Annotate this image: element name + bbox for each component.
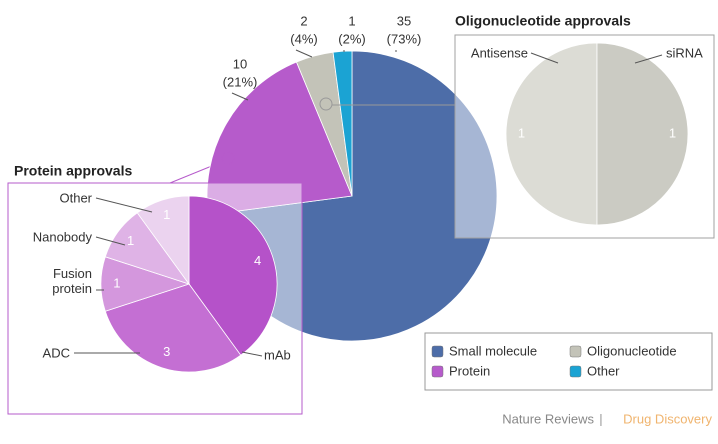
pie-slice [505,42,598,226]
value-label: 2 [300,13,307,28]
value-label: 10 [233,56,247,71]
legend-label: Protein [449,363,490,378]
pie-slice [104,283,242,373]
legend-label: Small molecule [449,343,537,358]
value-label: 3 [163,344,170,359]
category-label: Antisense [470,45,528,61]
category-label: Fusion protein [52,266,92,296]
leader-line [231,92,249,101]
legend-swatch [569,365,582,378]
pie-slice [596,42,689,226]
value-label: 1 [127,233,134,248]
legend-swatch [431,365,444,378]
legend-label: Other [587,363,620,378]
pie-slice [188,195,278,356]
percent-label: (4%) [290,31,317,46]
leader-line [95,197,153,213]
legend-label: Oligonucleotide [587,343,677,358]
marker [221,151,235,165]
pie-slice [332,50,353,197]
percent-label: (2%) [338,31,365,46]
value-label: 1 [163,207,170,222]
value-label: 1 [113,275,120,290]
category-label: ADC [42,345,70,361]
chart-title: Protein approvals [14,163,132,179]
pie-slice [136,195,190,286]
leader-line [530,52,559,64]
footer-section: Drug Discovery [623,411,712,426]
chart-title: Oligonucleotide approvals [455,13,631,29]
value-label: 1 [669,125,676,140]
footer-journal: Nature Reviews [502,411,594,426]
percent-label: (73%) [387,31,422,46]
legend-box [424,332,713,391]
leader-line [634,54,663,64]
leader-line [95,236,126,246]
percent-label: (21%) [223,74,258,89]
value-label: 1 [518,125,525,140]
value-label: 35 [397,13,411,28]
legend-swatch [431,345,444,358]
category-label: mAb [264,347,291,363]
footer-separator: | [599,411,602,426]
category-label: Nanobody [32,229,92,245]
category-label: Other [59,190,92,206]
leader-line [241,351,263,357]
legend-swatch [569,345,582,358]
value-label: 4 [254,253,261,268]
marker [319,97,333,111]
value-label: 1 [348,13,355,28]
leader-line [295,49,313,58]
category-label: siRNA [666,45,703,61]
